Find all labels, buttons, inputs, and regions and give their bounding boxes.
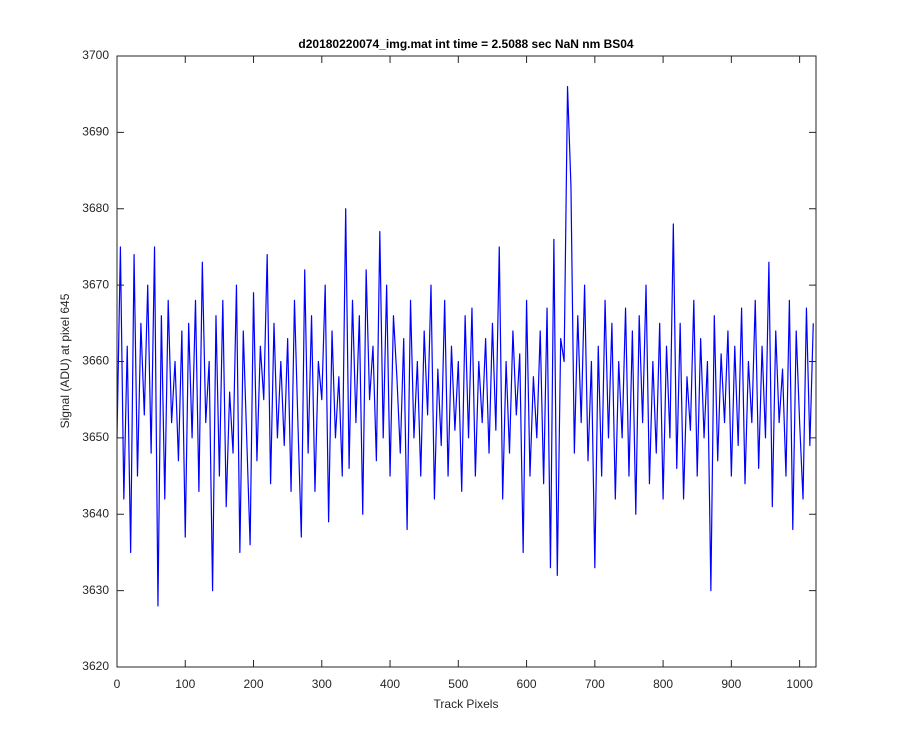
plot: [116, 85, 814, 607]
x-tick-label: 1000: [786, 677, 813, 691]
x-tick-label: 100: [175, 677, 195, 691]
x-tick-label: 900: [721, 677, 741, 691]
x-tick-label: 400: [380, 677, 400, 691]
y-tick-label: 3680: [82, 201, 109, 215]
y-tick-label: 3690: [82, 125, 109, 139]
x-tick-label: 600: [517, 677, 537, 691]
y-tick-label: 3650: [82, 430, 109, 444]
x-tick-label: 300: [312, 677, 332, 691]
x-tick-label: 800: [653, 677, 673, 691]
y-tick-label: 3660: [82, 354, 109, 368]
chart-title: d20180220074_img.mat int time = 2.5088 s…: [298, 37, 634, 51]
x-tick-label: 700: [585, 677, 605, 691]
y-tick-label: 3670: [82, 277, 109, 291]
x-tick-label: 200: [244, 677, 264, 691]
x-tick-label: 0: [114, 677, 121, 691]
y-tick-label: 3630: [82, 583, 109, 597]
y-tick-label: 3700: [82, 48, 109, 62]
y-tick-label: 3620: [82, 659, 109, 673]
x-tick-label: 500: [448, 677, 468, 691]
y-axis-label: Signal (ADU) at pixel 645: [58, 293, 72, 428]
data-line: [116, 85, 814, 607]
x-axis-label: Track Pixels: [434, 697, 499, 711]
y-tick-label: 3640: [82, 506, 109, 520]
